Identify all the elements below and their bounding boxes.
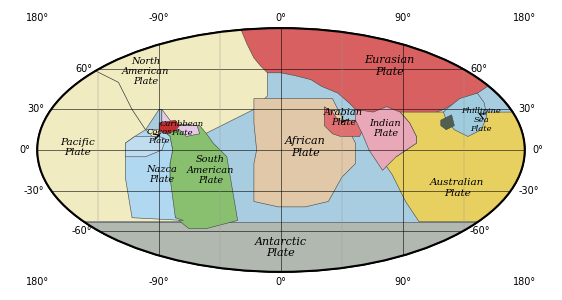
Text: 0°: 0°: [275, 13, 287, 23]
Text: 0°: 0°: [532, 145, 543, 155]
Polygon shape: [125, 136, 166, 157]
Text: -90°: -90°: [149, 277, 169, 287]
Ellipse shape: [37, 28, 525, 272]
Text: 90°: 90°: [395, 13, 411, 23]
Polygon shape: [37, 28, 186, 222]
Polygon shape: [324, 107, 365, 136]
Text: 0°: 0°: [275, 277, 287, 287]
Polygon shape: [125, 130, 184, 220]
Text: Cocos
Plate: Cocos Plate: [147, 128, 172, 145]
Polygon shape: [443, 93, 487, 136]
Text: South
American
Plate: South American Plate: [187, 155, 234, 185]
Polygon shape: [383, 112, 525, 222]
Text: -60°: -60°: [71, 226, 92, 236]
Text: 180°: 180°: [513, 277, 536, 287]
Polygon shape: [159, 120, 179, 134]
Text: -30°: -30°: [24, 186, 44, 196]
Polygon shape: [241, 28, 525, 134]
Polygon shape: [162, 123, 238, 229]
Text: Phillipine
Sea
Plate: Phillipine Sea Plate: [461, 107, 501, 134]
Polygon shape: [162, 110, 200, 136]
Text: 90°: 90°: [395, 277, 411, 287]
Text: Caribbean
Plate: Caribbean Plate: [160, 120, 204, 137]
Text: Nazca
Plate: Nazca Plate: [146, 165, 177, 184]
Text: Australian
Plate: Australian Plate: [430, 178, 484, 198]
Text: Antarctic
Plate: Antarctic Plate: [255, 237, 307, 258]
Text: 180°: 180°: [26, 13, 49, 23]
Text: 60°: 60°: [470, 64, 487, 74]
Text: 30°: 30°: [518, 104, 535, 114]
Polygon shape: [37, 222, 525, 272]
Text: Pacific
Plate: Pacific Plate: [61, 138, 95, 157]
Text: 180°: 180°: [26, 277, 49, 287]
Polygon shape: [37, 28, 268, 136]
Text: African
Plate: African Plate: [285, 136, 326, 158]
Text: 60°: 60°: [75, 64, 92, 74]
Text: Indian
Plate: Indian Plate: [369, 118, 401, 138]
Text: 180°: 180°: [513, 13, 536, 23]
Text: North
American
Plate: North American Plate: [122, 57, 169, 86]
Text: Arabian
Plate: Arabian Plate: [324, 108, 363, 127]
Text: -60°: -60°: [470, 226, 491, 236]
Polygon shape: [356, 107, 416, 170]
Polygon shape: [254, 98, 356, 207]
Text: 0°: 0°: [19, 145, 30, 155]
Text: 30°: 30°: [27, 104, 44, 114]
Polygon shape: [37, 28, 186, 222]
Text: Eurasian
Plate: Eurasian Plate: [364, 55, 414, 77]
Polygon shape: [441, 115, 454, 130]
Text: -30°: -30°: [518, 186, 538, 196]
Text: -90°: -90°: [149, 13, 169, 23]
